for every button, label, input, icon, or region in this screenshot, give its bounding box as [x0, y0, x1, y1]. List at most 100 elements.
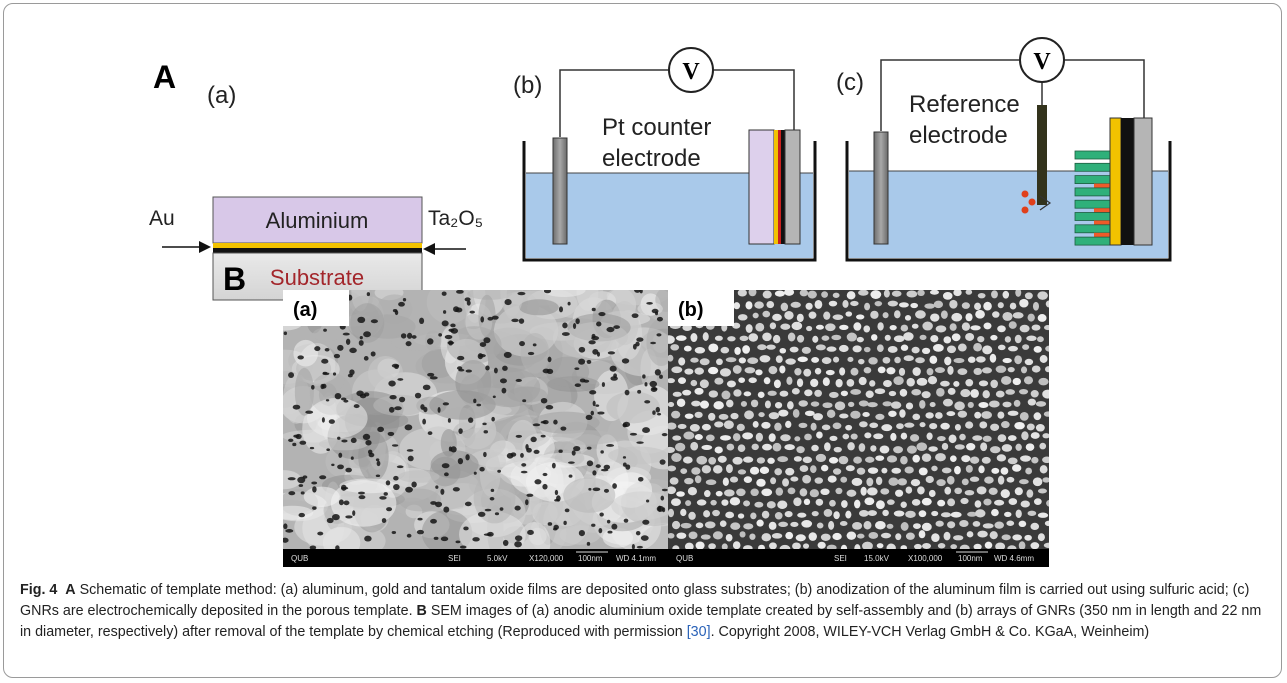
voltmeter-label: V	[682, 59, 700, 85]
pore	[312, 506, 317, 510]
pore	[578, 346, 586, 353]
caption-text: . Copyright 2008, WILEY-VCH Verlag GmbH …	[710, 624, 1150, 640]
nanorod-dot	[1026, 423, 1035, 431]
nanorod-dot	[695, 541, 705, 549]
nanorod-dot	[694, 346, 706, 354]
pore	[514, 505, 521, 511]
nanorod-dot	[874, 301, 883, 307]
nanorod-dot	[1037, 533, 1045, 542]
grain	[426, 290, 473, 324]
nanorod-dot	[762, 332, 772, 342]
grain	[319, 437, 369, 451]
grain	[542, 290, 586, 298]
nanorod-dot	[766, 344, 776, 350]
pore	[547, 522, 553, 526]
image-label-box	[668, 290, 734, 326]
nanorod-dot	[815, 498, 824, 506]
pore	[473, 471, 477, 475]
nanorod-dot	[926, 432, 933, 440]
nanorod-dot	[744, 410, 754, 420]
nanorod-dot	[802, 543, 810, 549]
nanorod-dot	[743, 500, 751, 507]
nanorod-dot	[967, 511, 977, 517]
pore	[455, 540, 461, 544]
electrode-label: electrode	[602, 145, 701, 172]
nanorod-dot	[1012, 312, 1024, 319]
nanorod-dot	[772, 334, 781, 344]
pore	[479, 342, 487, 347]
nanorod-dot	[695, 522, 704, 529]
wire	[880, 59, 1020, 131]
pore	[532, 423, 541, 427]
pore	[489, 496, 495, 501]
electrode-label: Pt counter	[602, 114, 711, 141]
pore	[469, 310, 475, 314]
pore	[391, 363, 400, 368]
pore	[598, 311, 606, 317]
nanorod-dot	[936, 387, 945, 397]
nanorod-dot	[737, 513, 745, 519]
caption-text: SEM images of (a) anodic aluminium oxide…	[20, 603, 1262, 640]
nanorod-dot	[840, 390, 848, 397]
grain	[611, 491, 668, 521]
nanorod-dot	[793, 497, 802, 507]
pore-wall	[1074, 175, 1111, 185]
nanorod-dot	[1014, 421, 1025, 430]
nanorod	[1094, 232, 1110, 238]
nanorod-dot	[847, 401, 855, 408]
nanorod-dot	[733, 389, 742, 397]
sem-texture	[283, 290, 668, 549]
pore	[394, 310, 399, 316]
pore	[642, 519, 650, 525]
pore	[518, 318, 525, 324]
nanorod-dot	[771, 533, 783, 539]
nanorod-dot	[671, 410, 681, 419]
pore	[622, 423, 628, 428]
nanorod-dot	[1039, 442, 1047, 450]
nanorod-dot	[882, 312, 889, 319]
nanorod-dot	[900, 545, 908, 549]
nanorod-dot	[904, 422, 915, 428]
pore	[553, 527, 558, 531]
grain	[330, 480, 397, 527]
sem-footer	[283, 549, 668, 567]
nanorod-dot	[814, 299, 823, 309]
nanorod-dot	[1014, 487, 1023, 496]
nanorod-dot	[797, 334, 805, 343]
pore	[660, 495, 665, 501]
nanorod-dot	[694, 434, 703, 441]
nanorod-dot	[713, 401, 724, 410]
nanorod-dot	[750, 488, 759, 497]
grain	[440, 428, 457, 457]
nanorod-dot	[838, 455, 849, 465]
pore	[482, 422, 487, 426]
nanorod-dot	[880, 488, 890, 495]
nanorod-dot	[680, 468, 688, 474]
arrow	[1039, 195, 1052, 211]
pore	[438, 333, 443, 337]
pore	[592, 349, 599, 355]
sem-footer-text: 100nm	[958, 554, 983, 563]
reference-link[interactable]: [30]	[686, 624, 711, 640]
nanorod-dot	[910, 302, 919, 309]
pore	[625, 464, 631, 470]
pore	[607, 351, 616, 355]
nanorod-dot	[1027, 510, 1037, 516]
nanorod-dot	[744, 367, 756, 374]
nanorod-dot	[787, 332, 796, 342]
nanorod-dot	[841, 500, 848, 508]
nanorod-dot	[959, 519, 969, 528]
nanorod-dot	[826, 346, 837, 352]
nanorod-dot	[784, 444, 795, 451]
pore	[338, 452, 343, 458]
nanorod-dot	[761, 533, 772, 542]
nanorod-dot	[684, 368, 694, 375]
grain	[507, 419, 539, 468]
pore	[589, 390, 597, 395]
nanorod-dot	[798, 400, 809, 407]
pore	[540, 397, 548, 404]
pore	[443, 506, 450, 513]
pore	[288, 372, 295, 378]
nanorod-dot	[722, 477, 729, 487]
grain	[552, 430, 620, 445]
